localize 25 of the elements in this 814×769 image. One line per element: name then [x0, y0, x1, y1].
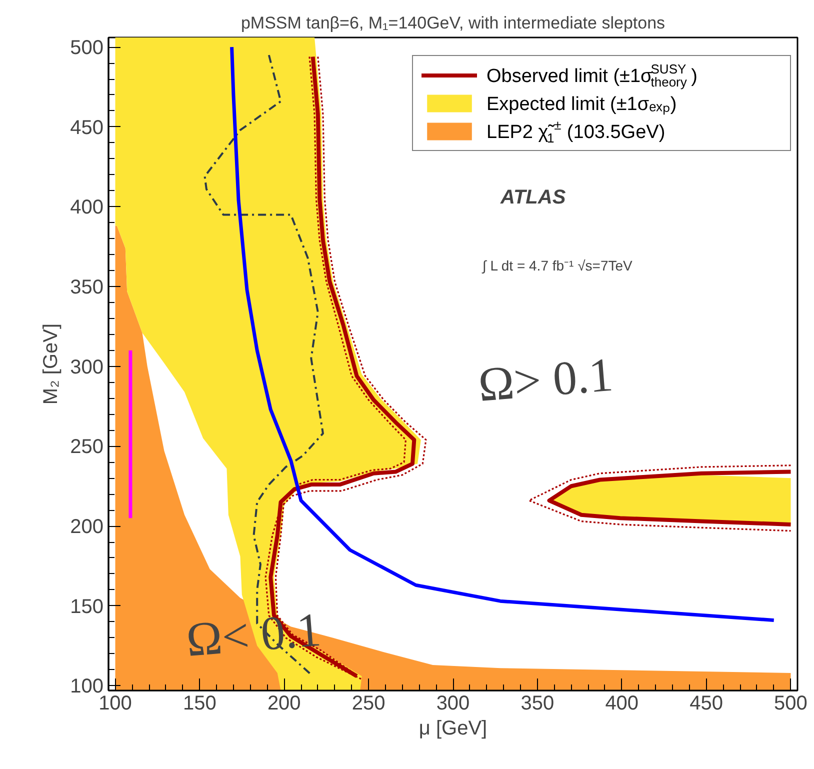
x-tick-label: 450: [690, 692, 723, 714]
y-tick-label: 150: [70, 596, 104, 618]
x-tick-label: 150: [183, 692, 216, 714]
y-tick-label: 500: [70, 37, 104, 60]
y-tick-label: 300: [70, 356, 104, 378]
x-tick-label: 350: [520, 692, 554, 714]
y-tick-label: 400: [70, 196, 104, 219]
y-tick-label: 450: [70, 116, 104, 139]
chart-title: pMSSM tanβ=6, M₁=140GeV, with intermediate sleptons: [240, 14, 666, 32]
x-tick-label: 500: [774, 692, 808, 714]
x-tick-label: 400: [605, 692, 639, 714]
y-tick-label: 200: [70, 516, 104, 538]
x-axis-title: μ [GeV]: [418, 718, 488, 740]
x-tick-label: 200: [267, 692, 301, 714]
y-tick-label: 350: [70, 276, 104, 299]
x-tick-label: 300: [436, 692, 470, 714]
y-tick-label: 250: [70, 436, 104, 458]
annotation: Ω> 0.1: [476, 348, 615, 412]
x-tick-label: 100: [98, 692, 132, 714]
annotation: ATLAS: [500, 186, 566, 208]
x-tick-label: 250: [352, 692, 386, 714]
annotation: ∫ L dt = 4.7 fb⁻¹ √s=7TeV: [482, 258, 634, 274]
legend-label: Expected limit (±1σₑₓₚ): [486, 94, 677, 115]
annotation: Ω< 0.1: [184, 603, 323, 667]
y-axis-title: M₂ [GeV]: [40, 323, 62, 405]
